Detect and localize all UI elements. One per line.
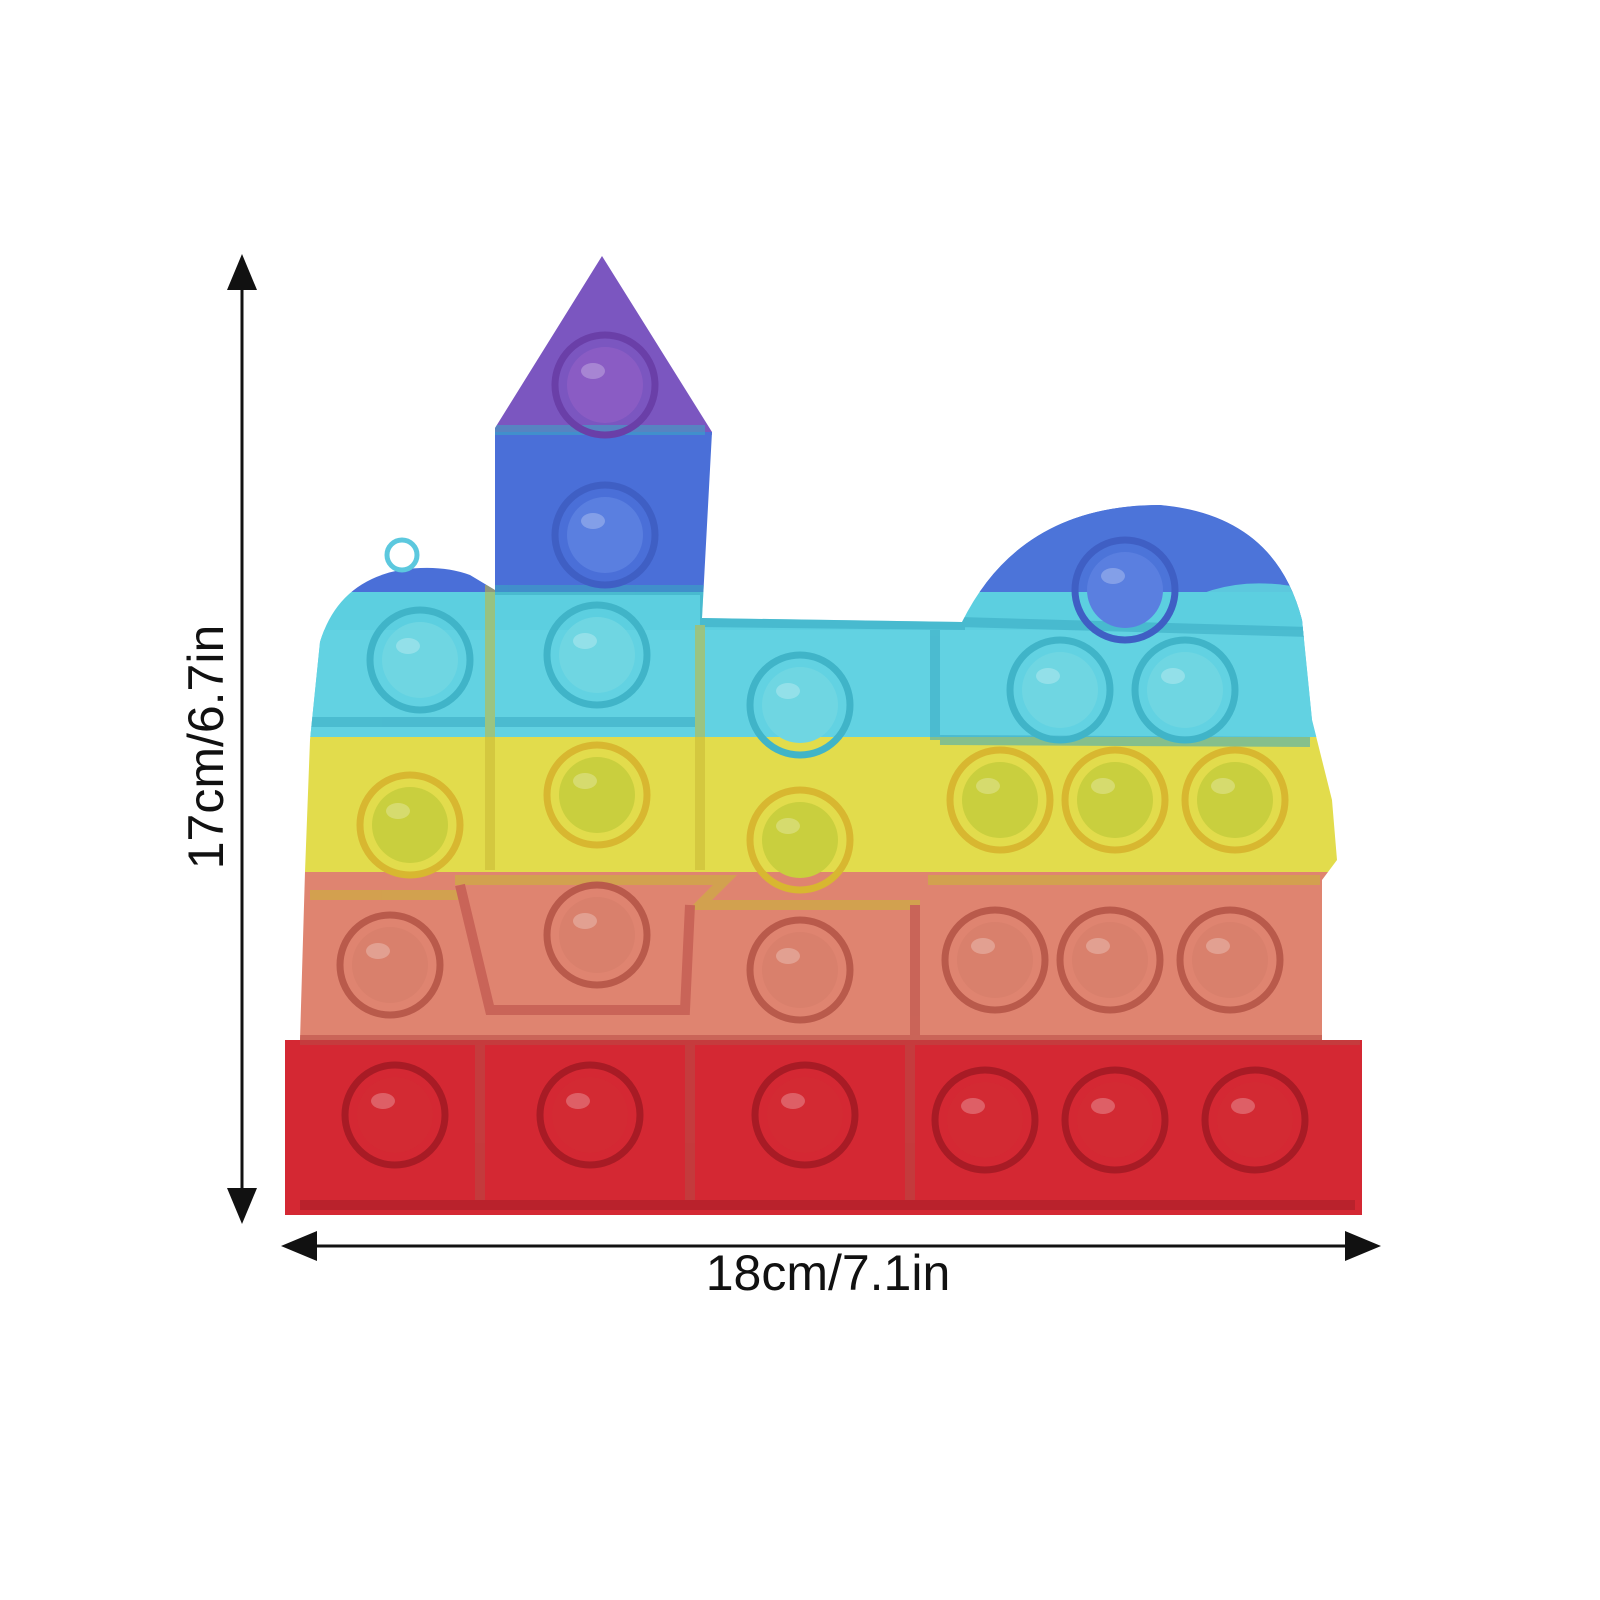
- bubbles: [336, 331, 1309, 1174]
- bubble-highlight: [573, 633, 597, 649]
- bubble: [352, 927, 428, 1003]
- bubble-highlight: [366, 943, 390, 959]
- bubble-ring: [1061, 1066, 1169, 1174]
- bubble-highlight: [961, 1098, 985, 1114]
- bubble-highlight: [1091, 1098, 1115, 1114]
- bubble-ring: [941, 906, 1049, 1014]
- bubble-ring: [1131, 636, 1239, 744]
- bubble-highlight: [1206, 938, 1230, 954]
- bubble-highlight: [776, 818, 800, 834]
- width-label: 18cm/7.1in: [706, 1245, 951, 1301]
- bubble-highlight: [566, 1093, 590, 1109]
- bubble: [559, 617, 635, 693]
- bubble-highlight: [581, 363, 605, 379]
- bubble-ring: [536, 1061, 644, 1169]
- bubble: [762, 667, 838, 743]
- bubble: [767, 1077, 843, 1153]
- bubble: [559, 757, 635, 833]
- bubble: [1022, 652, 1098, 728]
- bubble: [962, 762, 1038, 838]
- bubble-ring: [356, 771, 464, 879]
- bubble-highlight: [1086, 938, 1110, 954]
- bubble: [957, 922, 1033, 998]
- bubble: [382, 622, 458, 698]
- bubble: [1197, 762, 1273, 838]
- bubble: [567, 497, 643, 573]
- bubble-ring: [366, 606, 474, 714]
- bubble: [1147, 652, 1223, 728]
- bubble-ring: [543, 601, 651, 709]
- bubble-ring: [1176, 906, 1284, 1014]
- bubble-highlight: [573, 773, 597, 789]
- bubble-ring: [543, 741, 651, 849]
- bubble: [947, 1082, 1023, 1158]
- bubble-highlight: [776, 683, 800, 699]
- bubble: [559, 897, 635, 973]
- bubble-highlight: [976, 778, 1000, 794]
- bubble-ring: [1201, 1066, 1309, 1174]
- bubble-ring: [341, 1061, 449, 1169]
- bubble: [357, 1077, 433, 1153]
- bubble: [552, 1077, 628, 1153]
- bubble-ring: [1006, 636, 1114, 744]
- bubble-highlight: [1161, 668, 1185, 684]
- bubble-ring: [551, 331, 659, 439]
- bubble-ring: [543, 881, 651, 989]
- bubble: [1087, 552, 1163, 628]
- bubble-ring: [931, 1066, 1039, 1174]
- height-label: 17cm/6.7in: [178, 625, 234, 870]
- bubble: [1072, 922, 1148, 998]
- key-ring: [384, 537, 420, 573]
- bubble-ring: [1061, 746, 1169, 854]
- bubble-highlight: [781, 1093, 805, 1109]
- bubble-highlight: [1231, 1098, 1255, 1114]
- bubble-highlight: [573, 913, 597, 929]
- bubble-ring: [946, 746, 1054, 854]
- bubble-highlight: [1091, 778, 1115, 794]
- bubble-highlight: [581, 513, 605, 529]
- bubble-highlight: [971, 938, 995, 954]
- bubble: [1192, 922, 1268, 998]
- bubble: [372, 787, 448, 863]
- bubble: [1077, 762, 1153, 838]
- bubble-highlight: [396, 638, 420, 654]
- bubble: [1217, 1082, 1293, 1158]
- bubble-highlight: [386, 803, 410, 819]
- bubble: [762, 802, 838, 878]
- bubble: [567, 347, 643, 423]
- bubble-highlight: [371, 1093, 395, 1109]
- bubble-highlight: [1211, 778, 1235, 794]
- bubble-ring: [746, 916, 854, 1024]
- bubble-ring: [1071, 536, 1179, 644]
- bubble-highlight: [1036, 668, 1060, 684]
- bubble-highlight: [1101, 568, 1125, 584]
- bubble: [762, 932, 838, 1008]
- bubble-ring: [1056, 906, 1164, 1014]
- bubble-ring: [551, 481, 659, 589]
- bubble-ring: [1181, 746, 1289, 854]
- bubble: [1077, 1082, 1153, 1158]
- bubble-highlight: [776, 948, 800, 964]
- bubble-ring: [746, 651, 854, 759]
- bubble-ring: [336, 911, 444, 1019]
- bubble-ring: [751, 1061, 859, 1169]
- bubble-ring: [746, 786, 854, 894]
